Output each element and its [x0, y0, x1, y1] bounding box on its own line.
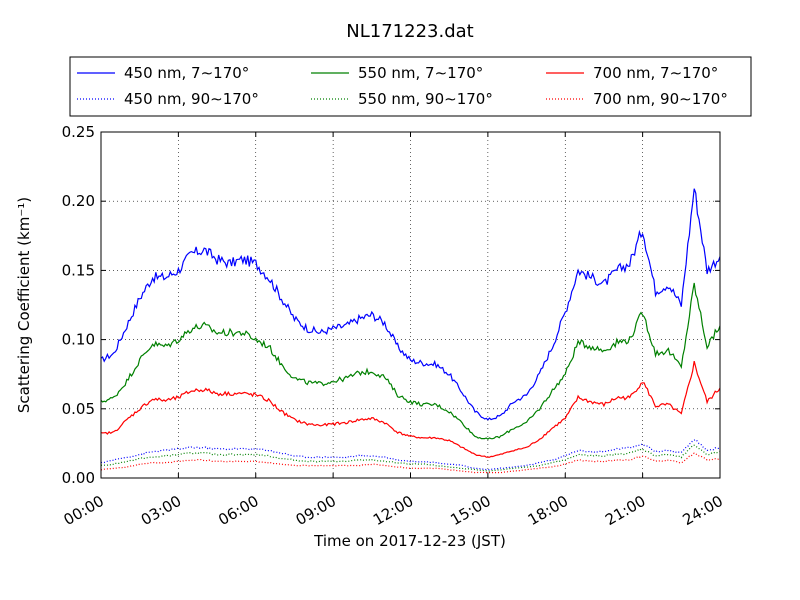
legend: 450 nm, 7∼170° 550 nm, 7∼170° 700 nm, 7∼17…: [69, 56, 752, 117]
y-tick-label: 0.20: [62, 192, 95, 210]
x-axis-label: Time on 2017-12-23 (JST): [313, 532, 506, 550]
chart-title: NL171223.dat: [346, 21, 473, 42]
x-tick-label: 00:00: [61, 492, 107, 529]
series-line: [100, 438, 721, 471]
legend-label: 700 nm, 90∼170°: [593, 90, 728, 108]
series-line: [100, 360, 721, 458]
y-tick-label: 0.05: [62, 400, 95, 418]
legend-label: 550 nm, 7∼170°: [358, 64, 483, 82]
x-tick-label: 03:00: [138, 492, 184, 529]
series-line: [100, 282, 721, 440]
legend-label: 550 nm, 90∼170°: [358, 90, 493, 108]
legend-label: 450 nm, 90∼170°: [124, 90, 259, 108]
series-line: [100, 188, 721, 421]
y-tick-label: 0.25: [62, 123, 95, 141]
x-tick-label: 15:00: [447, 492, 493, 529]
x-tick-label: 06:00: [215, 492, 261, 529]
legend-box: [69, 56, 752, 117]
x-tick-label: 18:00: [525, 492, 571, 529]
series-layer: [100, 188, 721, 474]
ticks: 00:00 03:00 06:00 09:00 12:00 15:00 18:00 21:00…: [61, 123, 726, 529]
grid: [101, 132, 720, 478]
y-tick-label: 0.10: [62, 331, 95, 349]
x-tick-label: 12:00: [370, 492, 416, 529]
series-line: [100, 444, 721, 472]
x-tick-label: 21:00: [602, 492, 648, 529]
legend-label: 700 nm, 7∼170°: [593, 64, 718, 82]
x-tick-label: 24:00: [680, 492, 726, 529]
y-tick-label: 0.15: [62, 261, 95, 279]
y-axis-label: Scattering Coefficient (km⁻¹): [15, 197, 33, 413]
legend-label: 450 nm, 7∼170°: [124, 64, 249, 82]
y-tick-label: 0.00: [62, 469, 95, 487]
x-tick-label: 09:00: [293, 492, 339, 529]
